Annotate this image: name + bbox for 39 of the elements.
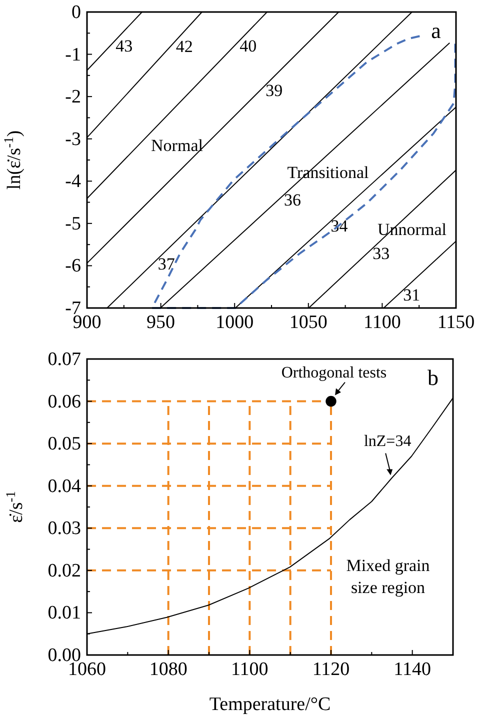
y-tick-label: 0 <box>72 2 81 23</box>
y-tick-label: -6 <box>65 256 81 277</box>
y-tick-label: 0.01 <box>48 602 81 624</box>
series-label: 39 <box>266 80 283 100</box>
annotation: b <box>428 365 438 390</box>
series-label: 34 <box>330 216 348 236</box>
y-tick-label: -2 <box>65 86 81 108</box>
y-tick-label: 0.04 <box>48 476 82 497</box>
x-tick-label: 1120 <box>312 659 350 680</box>
y-tick-label: -4 <box>65 171 82 192</box>
x-tick-label: 1050 <box>289 312 328 333</box>
y-tick-label: 0.07 <box>48 349 81 370</box>
y-tick-label: 0.03 <box>48 518 81 540</box>
series-label: 31 <box>403 286 420 305</box>
x-tick-label: 1100 <box>364 312 401 333</box>
y-tick-label: -3 <box>65 128 81 150</box>
y-tick-label: 0.02 <box>48 560 81 582</box>
y-tick-label: 0.05 <box>48 434 81 455</box>
y-tick-label: 0.06 <box>48 391 81 412</box>
annotation: Mixed grain size region <box>346 556 430 597</box>
x-axis-title: Temperature/°C <box>209 694 331 715</box>
series-label: 43 <box>116 36 133 56</box>
series-label: 36 <box>284 190 301 210</box>
series-label: 33 <box>372 244 390 263</box>
x-tick-label: 1080 <box>149 659 188 680</box>
x-tick-label: 1140 <box>394 659 431 680</box>
series-label: 40 <box>240 36 257 56</box>
x-tick-label: 1100 <box>231 659 268 680</box>
x-tick-label: 950 <box>146 312 176 333</box>
x-tick-label: 1150 <box>437 312 475 333</box>
series-label: 42 <box>176 36 193 56</box>
annotation: a <box>431 18 442 43</box>
x-tick-label: 1000 <box>216 312 254 333</box>
y-tick-label: -1 <box>65 44 81 66</box>
series-label: lnZ=34 <box>364 433 412 450</box>
annotation: Normal <box>151 136 204 155</box>
series-label: 37 <box>158 254 176 274</box>
y-tick-label: -5 <box>65 213 81 234</box>
series-label: Orthogonal tests <box>281 364 387 382</box>
